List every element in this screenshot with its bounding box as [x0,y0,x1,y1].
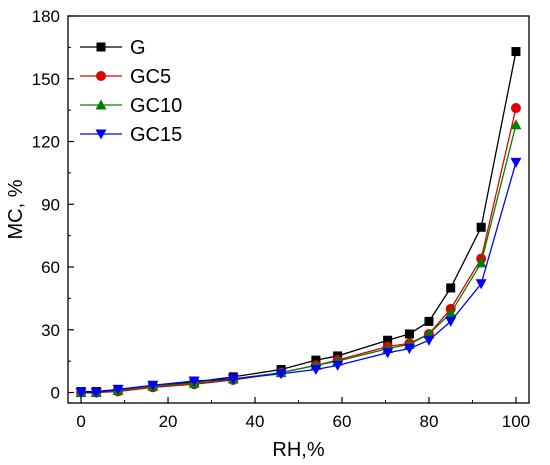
plot-area [75,47,522,399]
data-point-gc5 [510,103,521,114]
data-point-gc15 [112,384,124,395]
data-point-gc10 [475,257,487,268]
data-point-gc10 [445,307,457,318]
y-tick-label: 180 [32,7,60,26]
legend-label: GC5 [130,66,171,88]
data-point-gc15 [382,348,394,359]
data-point-gc15 [445,316,457,327]
x-tick-label: 60 [333,412,352,431]
x-tick-label: 40 [246,412,265,431]
axes: 0 20 40 60 80 100 0 30 60 90 120 150 180 [32,7,531,431]
data-point-g [404,329,414,339]
legend-label: G [130,37,146,59]
x-tick-label: 100 [502,412,530,431]
data-point-g [476,222,486,232]
legend-entry-gc10: GC10 [80,95,182,117]
data-point-gc15 [147,380,159,391]
data-point-gc15 [188,376,200,387]
legend-marker [96,42,106,52]
legend-label: GC15 [130,124,182,146]
legend: G GC5 GC10 GC15 [80,37,182,146]
data-point-g [446,283,456,293]
data-point-gc10 [510,119,522,130]
y-tick-label: 120 [32,133,60,152]
series-line-gc15 [81,162,517,394]
y-tick-label: 30 [41,321,60,340]
data-point-gc15 [310,365,322,376]
y-tick-label: 0 [51,384,60,403]
data-point-gc15 [227,374,239,385]
data-point-gc15 [275,369,287,380]
legend-marker [96,71,106,81]
y-axis-label: MC, % [5,179,27,239]
data-point-g [511,47,521,57]
legend-entry-gc15: GC15 [80,124,182,146]
data-point-gc15 [332,360,344,371]
data-point-g [424,316,434,326]
legend-entry-gc5: GC5 [80,66,171,88]
legend-label: GC10 [130,95,182,117]
y-tick-label: 150 [32,70,60,89]
data-point-gc15 [75,388,87,399]
x-tick-label: 20 [159,412,178,431]
data-point-gc15 [403,344,415,355]
x-axis-label: RH,% [272,439,324,461]
legend-marker [95,129,107,140]
data-point-gc15 [510,157,522,168]
x-tick-label: 0 [76,412,85,431]
data-point-gc15 [423,335,435,346]
series-line-gc5 [81,107,517,394]
data-point-gc15 [90,388,102,399]
data-point-gc15 [475,279,487,290]
data-point-g [383,335,393,345]
y-tick-label: 90 [41,195,60,214]
x-tick-label: 80 [420,412,439,431]
series-line-gc10 [81,124,517,394]
legend-entry-g: G [80,37,146,59]
legend-marker [95,99,107,110]
y-tick-label: 60 [41,258,60,277]
